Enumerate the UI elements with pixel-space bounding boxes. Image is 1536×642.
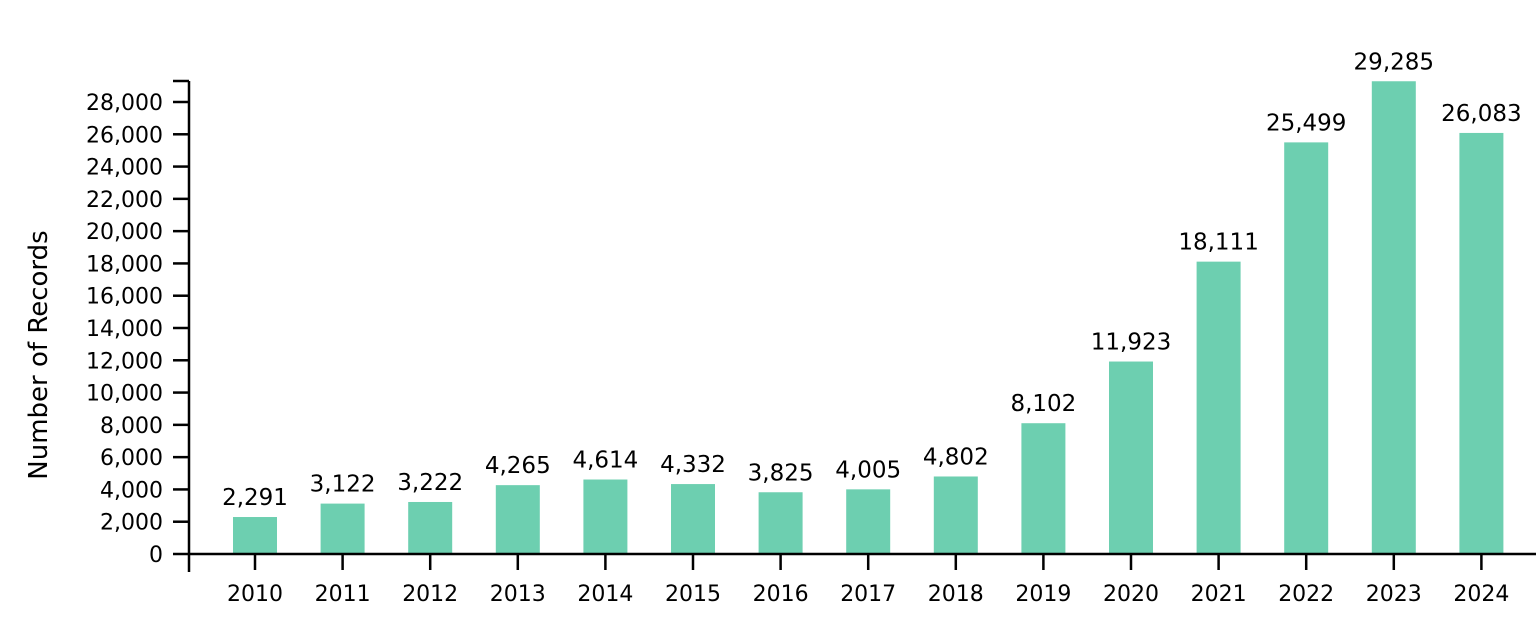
bar-value-labels: 2,291 3,122 3,222 4,265 4,614 4,332 3,825 4,005… [222,49,1522,511]
bar-2012 [408,501,453,554]
y-tick-label: 8,000 [100,414,163,439]
y-tick-label: 18,000 [86,252,163,277]
x-tick-label: 2017 [840,582,896,607]
bar-2024 [1459,132,1504,554]
y-tick-label: 22,000 [86,188,163,213]
y-tick-label: 2,000 [100,511,163,536]
x-tick-label: 2010 [227,582,283,607]
bar-value-label: 4,614 [572,448,638,474]
y-tick-label: 12,000 [86,349,163,374]
bar-2023 [1371,81,1416,554]
x-tick-label: 2019 [1015,582,1071,607]
bar-value-label: 29,285 [1354,49,1434,75]
x-tick-label: 2015 [665,582,721,607]
bar-2011 [320,503,365,554]
y-tick-label: 4,000 [100,478,163,503]
bar-value-label: 3,122 [310,472,376,498]
y-tick-label: 0 [149,543,163,568]
x-tick-label: 2014 [577,582,633,607]
y-tick-label: 16,000 [86,285,163,310]
bar-2010 [233,517,277,554]
y-tick-label: 14,000 [86,317,163,342]
y-axis: 0 2,000 4,000 6,000 8,000 10,000 12,000 14,000 1… [86,79,191,572]
x-tick-label: 2016 [753,582,809,607]
x-tick-label: 2011 [315,582,371,607]
bar-value-label: 11,923 [1091,330,1171,356]
bar-value-label: 4,005 [835,457,901,483]
x-tick-label: 2024 [1453,582,1509,607]
bar-2021 [1196,261,1241,554]
y-tick-label: 28,000 [86,91,163,116]
bar-value-label: 3,825 [748,460,814,486]
bar-2018 [933,476,978,554]
x-tick-label: 2023 [1366,582,1422,607]
bar-2020 [1109,361,1153,554]
bar-value-label: 26,083 [1441,101,1521,127]
bar-2013 [495,485,540,554]
bar-2022 [1284,142,1329,554]
y-tick-label: 6,000 [100,446,163,471]
bar-value-label: 25,499 [1266,110,1346,136]
y-tick-label: 10,000 [86,382,163,407]
bar-value-label: 18,111 [1178,230,1258,256]
bar-value-label: 4,802 [923,444,989,470]
x-tick-label: 2018 [928,582,984,607]
bar-2014 [583,479,628,554]
bar-value-label: 8,102 [1010,391,1076,417]
y-axis-title: Number of Records [24,230,54,479]
bar-2017 [846,489,891,554]
bar-2015 [671,484,715,554]
bar-value-label: 2,291 [222,485,288,511]
x-tick-label: 2012 [402,582,458,607]
bar-2016 [758,492,803,554]
y-tick-label: 26,000 [86,123,163,148]
y-tick-label: 24,000 [86,156,163,181]
bar-value-label: 4,332 [660,452,726,478]
bar-value-label: 3,222 [397,470,463,496]
bar-2019 [1021,423,1066,554]
x-tick-label: 2021 [1191,582,1247,607]
x-tick-label: 2022 [1278,582,1334,607]
bar-value-label: 4,265 [485,453,551,479]
x-tick-label: 2020 [1103,582,1159,607]
x-tick-label: 2013 [490,582,546,607]
bars-group [233,81,1504,554]
x-axis: 2010 2011 2012 2013 2014 2015 2016 2017 2018 2019… [189,552,1536,607]
y-tick-label: 20,000 [86,220,163,245]
